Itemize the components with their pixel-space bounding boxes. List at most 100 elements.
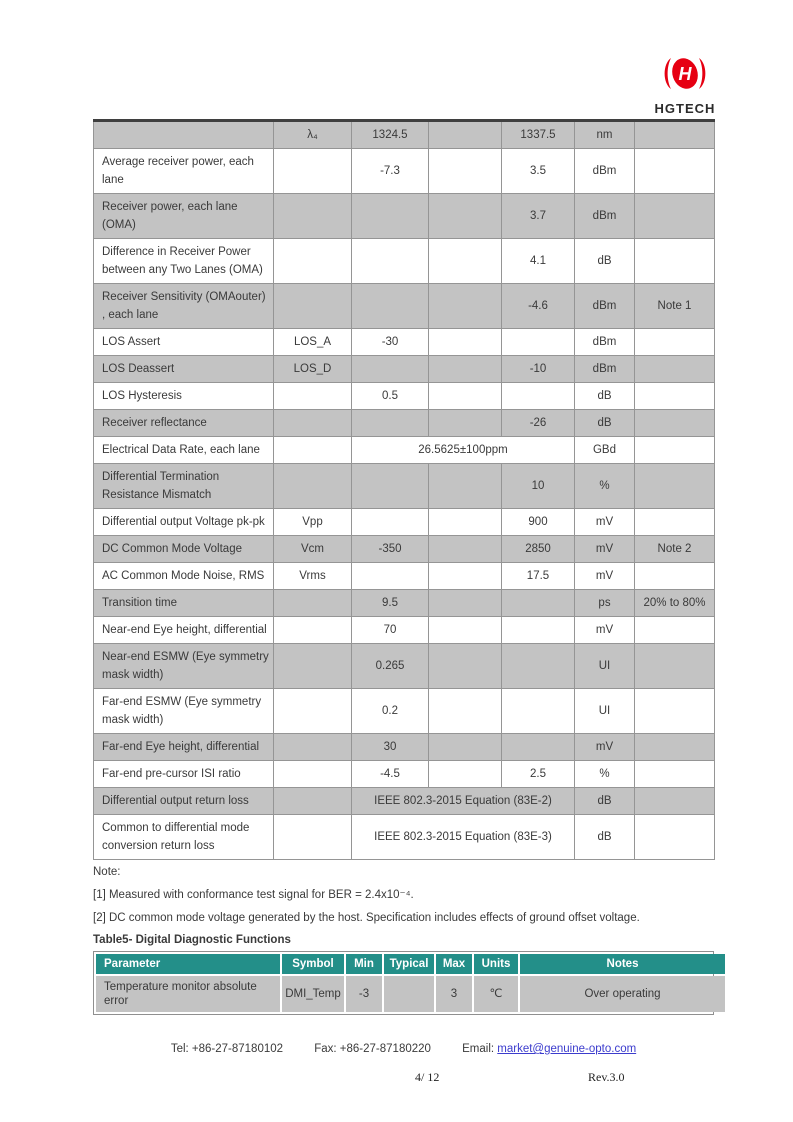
table-row: Transition time 9.5 ps 20% to 80% xyxy=(93,589,715,617)
cell-units: nm xyxy=(574,120,635,149)
svg-text:H: H xyxy=(679,64,693,84)
footer-contact-line: Tel: +86-27-87180102 Fax: +86-27-8718022… xyxy=(93,1043,714,1055)
cell-typical xyxy=(428,535,502,563)
cell-symbol xyxy=(273,787,352,815)
cell-min: 30 xyxy=(351,733,429,761)
table5-title: Table5- Digital Diagnostic Functions xyxy=(93,934,291,946)
cell-max: 10 xyxy=(501,463,575,509)
cell-units: dBm xyxy=(574,355,635,383)
cell-notes xyxy=(634,643,715,689)
table-row: λ₄ 1324.5 1337.5 nm xyxy=(93,120,715,149)
cell-symbol xyxy=(273,283,352,329)
page-number: 4/ 12 xyxy=(415,1070,440,1084)
footer-email-wrap: Email: market@genuine-opto.com xyxy=(462,1043,636,1055)
cell-symbol xyxy=(273,436,352,464)
note-label: Note: xyxy=(93,866,121,878)
cell-notes xyxy=(634,355,715,383)
cell-param: Transition time xyxy=(93,589,274,617)
cell-symbol: λ₄ xyxy=(273,120,352,149)
cell-symbol xyxy=(273,616,352,644)
table-row: Average receiver power, each lane -7.3 3.5… xyxy=(93,148,715,194)
table-row: Differential output return loss IEEE 802.… xyxy=(93,787,715,815)
cell-min: -350 xyxy=(351,535,429,563)
cell-typical xyxy=(428,328,502,356)
cell-param: Far-end Eye height, differential xyxy=(93,733,274,761)
cell-symbol: LOS_A xyxy=(273,328,352,356)
cell-units: ℃ xyxy=(474,976,518,1012)
cell-param: Differential output return loss xyxy=(93,787,274,815)
cell-notes: Over operating xyxy=(520,976,725,1012)
cell-notes xyxy=(634,193,715,239)
cell-notes xyxy=(634,616,715,644)
cell-units: dBm xyxy=(574,148,635,194)
hgtech-logo-icon: H xyxy=(664,58,706,89)
cell-symbol: LOS_D xyxy=(273,355,352,383)
cell-min xyxy=(351,238,429,284)
table-row: Difference in Receiver Power between any… xyxy=(93,238,715,284)
cell-typical xyxy=(428,409,502,437)
cell-units: mV xyxy=(574,508,635,536)
cell-param: Electrical Data Rate, each lane xyxy=(93,436,274,464)
revision-label: Rev.3.0 xyxy=(588,1070,625,1084)
cell-min: 0.2 xyxy=(351,688,429,734)
cell-units: dB xyxy=(574,787,635,815)
cell-units: % xyxy=(574,463,635,509)
cell-symbol xyxy=(273,148,352,194)
cell-symbol xyxy=(273,589,352,617)
cell-units: ps xyxy=(574,589,635,617)
cell-max: 2.5 xyxy=(501,760,575,788)
cell-typical xyxy=(428,463,502,509)
cell-notes xyxy=(634,463,715,509)
cell-spanned-value: IEEE 802.3-2015 Equation (83E-2) xyxy=(351,787,575,815)
cell-symbol xyxy=(273,760,352,788)
cell-notes: Note 2 xyxy=(634,535,715,563)
cell-min xyxy=(351,283,429,329)
cell-typical xyxy=(428,688,502,734)
table-row: Receiver Sensitivity (OMAouter) , each l… xyxy=(93,283,715,329)
cell-spanned-value: 26.5625±100ppm xyxy=(351,436,575,464)
cell-param: Differential Termination Resistance Mism… xyxy=(93,463,274,509)
table-row: LOS Hysteresis 0.5 dB xyxy=(93,382,715,410)
cell-notes: 20% to 80% xyxy=(634,589,715,617)
cell-units: mV xyxy=(574,535,635,563)
table-row: LOS Deassert LOS_D -10 dBm xyxy=(93,355,715,383)
cell-symbol: DMI_Temp xyxy=(282,976,344,1012)
cell-typical xyxy=(428,193,502,239)
cell-typical xyxy=(428,589,502,617)
footer-email-link[interactable]: market@genuine-opto.com xyxy=(497,1043,637,1055)
cell-min: -30 xyxy=(351,328,429,356)
cell-typical xyxy=(428,148,502,194)
cell-typical xyxy=(428,120,502,149)
table5-header-parameter: Parameter xyxy=(96,954,280,974)
cell-max xyxy=(501,643,575,689)
cell-param: Far-end pre-cursor ISI ratio xyxy=(93,760,274,788)
cell-notes xyxy=(634,760,715,788)
page-content: λ₄ 1324.5 1337.5 nm Average receiver power, … xyxy=(93,119,725,1015)
cell-symbol xyxy=(273,733,352,761)
cell-max xyxy=(501,688,575,734)
cell-symbol xyxy=(273,643,352,689)
ddm-table: Parameter Symbol Min Typical Max Units N… xyxy=(93,951,725,1015)
cell-notes xyxy=(634,409,715,437)
cell-notes: Note 1 xyxy=(634,283,715,329)
cell-min: -7.3 xyxy=(351,148,429,194)
cell-units: dB xyxy=(574,382,635,410)
cell-param: LOS Assert xyxy=(93,328,274,356)
cell-units: dBm xyxy=(574,283,635,329)
cell-symbol: Vpp xyxy=(273,508,352,536)
spec-table-body: λ₄ 1324.5 1337.5 nm Average receiver power, … xyxy=(93,120,715,860)
cell-notes xyxy=(634,562,715,590)
cell-min xyxy=(351,355,429,383)
cell-notes xyxy=(634,436,715,464)
cell-max xyxy=(501,382,575,410)
note-item-2: [2] DC common mode voltage generated by … xyxy=(93,912,640,924)
cell-notes xyxy=(634,238,715,284)
cell-notes xyxy=(634,120,715,149)
cell-max: 4.1 xyxy=(501,238,575,284)
cell-typical xyxy=(384,976,434,1012)
cell-param: Receiver Sensitivity (OMAouter) , each l… xyxy=(93,283,274,329)
cell-param xyxy=(93,120,274,149)
cell-notes xyxy=(634,733,715,761)
cell-max xyxy=(501,616,575,644)
